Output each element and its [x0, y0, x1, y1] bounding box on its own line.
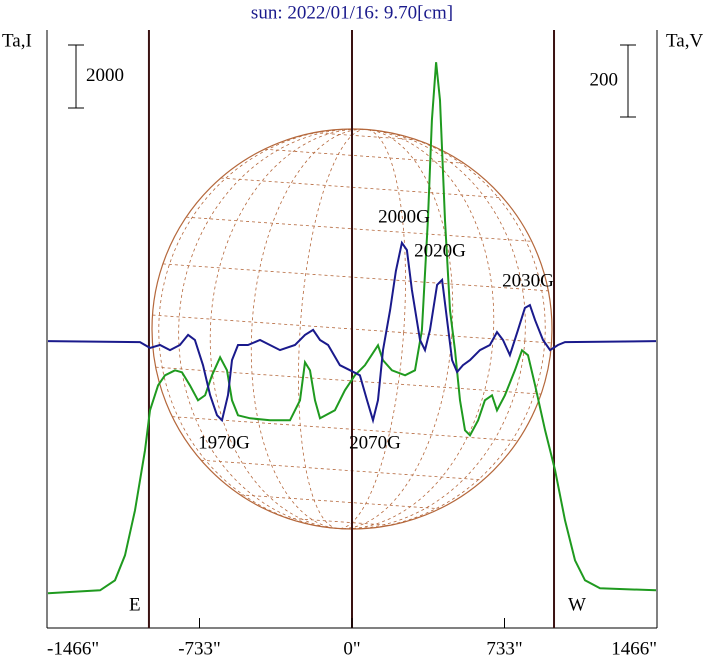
annotation: 1970G [198, 432, 250, 453]
x-tick-label: 733" [486, 638, 522, 659]
x-tick-label: -1466" [47, 638, 99, 659]
parallel [264, 148, 464, 164]
annotation: 2000G [378, 206, 430, 227]
parallel [286, 517, 391, 526]
y2-axis-label: Ta,V [666, 30, 703, 51]
x-tick-label: -733" [178, 638, 221, 659]
parallel [240, 494, 440, 510]
limb-label: E [129, 594, 141, 615]
scale-label: 2000 [86, 65, 124, 86]
annotation: 2020G [414, 240, 466, 261]
parallel [172, 416, 518, 442]
parallel [201, 459, 484, 481]
scale-label: 200 [590, 69, 619, 90]
parallel [162, 263, 549, 292]
series-line [47, 240, 657, 425]
x-tick-label: 0" [343, 638, 360, 659]
y-axis-label: Ta,I [2, 30, 32, 51]
parallel [186, 216, 532, 242]
limb-label: W [568, 594, 586, 615]
x-tick-label: 1466" [611, 638, 657, 659]
parallel [155, 366, 542, 395]
parallel [313, 132, 418, 141]
annotation: 2030G [502, 270, 554, 291]
meridian [298, 129, 406, 529]
series-line [47, 62, 657, 595]
chart-title: sun: 2022/01/16: 9.70[cm] [251, 2, 453, 23]
annotation: 2070G [349, 432, 401, 453]
parallel [220, 177, 503, 199]
